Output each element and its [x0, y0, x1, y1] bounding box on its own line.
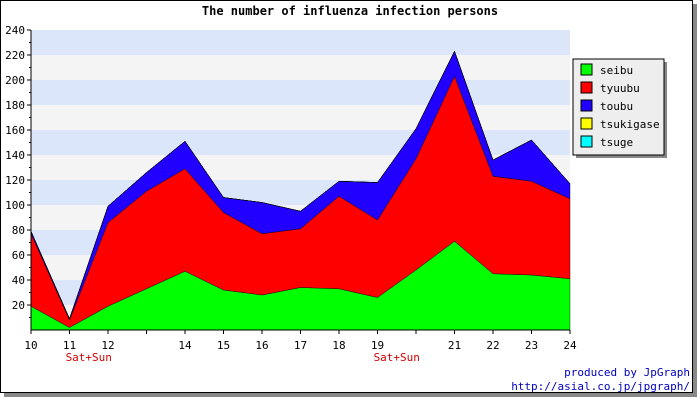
grid-band: [31, 30, 570, 55]
legend-swatch-tyuubu: [580, 81, 593, 94]
x-tick-label: 22: [486, 339, 499, 352]
x-tick-label: 10: [24, 339, 37, 352]
legend: seibu tyuubu toubu tsukigase tsuge: [572, 58, 667, 158]
x-tick-label: 14: [178, 339, 192, 352]
legend-swatch-seibu: [580, 63, 593, 76]
area-series-tsuge: [30, 50, 571, 320]
x-tick-label: 19: [371, 339, 384, 352]
y-tick-label: 20: [12, 299, 25, 312]
y-tick-label: 140: [5, 149, 25, 162]
y-tick-label: 220: [5, 49, 25, 62]
grid-band: [31, 105, 570, 130]
legend-label-tsukigase: tsukigase: [600, 118, 660, 131]
legend-label-tsuge: tsuge: [600, 136, 633, 149]
x-tick-label: 16: [255, 339, 268, 352]
weekend-markers: Sat+Sun Sat+Sun: [66, 351, 420, 364]
weekend-label: Sat+Sun: [374, 351, 420, 364]
x-tick-label: 11: [63, 339, 76, 352]
y-tick-label: 240: [5, 24, 25, 37]
y-axis-ticks: 20 40 60 80 100 120 140 160 180 200 220 240: [5, 24, 31, 318]
x-tick-label: 17: [294, 339, 307, 352]
legend-swatch-tsukigase: [580, 117, 593, 130]
credit-link[interactable]: http://asial.co.jp/jpgraph/: [511, 380, 690, 393]
weekend-label: Sat+Sun: [66, 351, 112, 364]
chart-title: The number of influenza infection person…: [202, 4, 498, 18]
stacked-areas: [30, 50, 571, 331]
legend-swatch-tsuge: [580, 135, 593, 148]
y-tick-label: 160: [5, 124, 25, 137]
x-tick-label: 23: [525, 339, 538, 352]
y-tick-label: 180: [5, 99, 25, 112]
y-tick-label: 60: [12, 249, 25, 262]
x-tick-label: 18: [332, 339, 345, 352]
legend-label-seibu: seibu: [600, 64, 633, 77]
y-tick-label: 200: [5, 74, 25, 87]
y-tick-label: 80: [12, 224, 25, 237]
y-tick-label: 100: [5, 199, 25, 212]
x-tick-label: 12: [101, 339, 114, 352]
x-axis-ticks: 10 11 12 14 15 16 17 18 19 21 22 23 24: [24, 330, 577, 352]
grid-band: [31, 55, 570, 80]
credit-line-1: produced by JpGraph: [564, 366, 690, 379]
legend-swatch-toubu: [580, 99, 593, 112]
grid-band: [31, 80, 570, 105]
y-tick-label: 40: [12, 274, 25, 287]
x-tick-label: 21: [448, 339, 461, 352]
legend-label-toubu: toubu: [600, 100, 633, 113]
x-tick-label: 24: [563, 339, 577, 352]
y-tick-label: 120: [5, 174, 25, 187]
x-tick-label: 15: [217, 339, 230, 352]
legend-label-tyuubu: tyuubu: [600, 82, 640, 95]
